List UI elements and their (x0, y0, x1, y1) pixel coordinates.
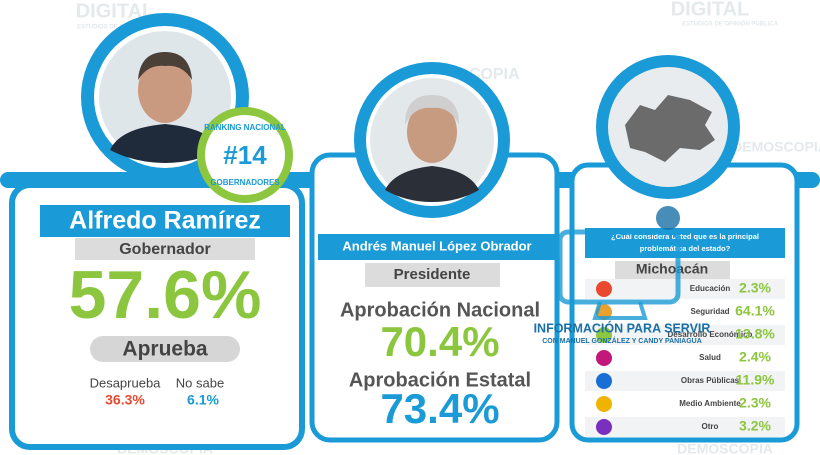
badge-text: RANKING NACIONAL (204, 123, 286, 132)
state-name: Michoacán (636, 261, 708, 277)
overlay-monitor (592, 301, 648, 320)
badge-text: GOBERNADORES (210, 178, 280, 187)
row-icon (596, 373, 612, 389)
governor-name: Alfredo Ramírez (69, 207, 261, 235)
overlay-mic (656, 206, 680, 230)
row-label: Educación (690, 284, 731, 293)
row-label: Obras Públicas (681, 376, 740, 385)
row-value: 3.2% (739, 418, 771, 434)
watermark: DIGITAL (671, 0, 750, 20)
row-bg (585, 325, 785, 345)
row-label: Medio Ambiente (679, 399, 741, 408)
unknown-label: No sabe (176, 375, 224, 390)
president-role: Presidente (394, 266, 471, 283)
overlay-title: INFORMACIÓN PARA SERVIR (534, 320, 711, 335)
row-icon (596, 419, 612, 435)
row-label: Salud (699, 353, 721, 362)
question: problemática del estado? (640, 244, 731, 253)
watermark: ESTUDIOS DE OPINIÓN PÚBLICA (682, 20, 779, 28)
overlay-monitor (557, 229, 681, 305)
disapprove-label: Desaprueba (90, 375, 162, 390)
approval: 57.6% (69, 257, 262, 333)
national-label: Aprobación Nacional (340, 299, 540, 321)
row-icon (596, 281, 612, 297)
state: 73.4% (380, 385, 499, 432)
state-label: Aprobación Estatal (349, 369, 531, 391)
name-banner (40, 205, 290, 237)
row-value: 2.4% (739, 349, 771, 365)
watermark: DIGITAL (76, 0, 155, 22)
row-value: 64.1% (735, 303, 775, 319)
row-value: 2.3% (739, 395, 771, 411)
row-label: Desarrollo Económico (668, 330, 753, 339)
watermark: DEMOSCOPIA (677, 441, 773, 455)
map (625, 95, 715, 162)
question: ¿Cuál considera usted que es la principa… (611, 232, 759, 241)
row-icon (596, 396, 612, 412)
row-icon (596, 327, 612, 343)
national: 70.4% (380, 318, 499, 365)
overlay-subtitle: CON MANUEL GONZÁLEZ Y CANDY PANIAGUA (542, 336, 702, 345)
survey-rows: Educación 2.3% Seguridad 64.1% Desarrollo Ec… (585, 279, 785, 437)
photo (138, 57, 192, 123)
governor-role: Gobernador (119, 241, 211, 258)
approval-label: Aprueba (122, 338, 208, 361)
row-value: 13.8% (735, 326, 775, 342)
row-label: Seguridad (690, 307, 729, 316)
watermark: DEMOSCOPIA (732, 139, 820, 155)
row-bg (585, 279, 785, 299)
photo (405, 95, 459, 125)
row-label: Otro (702, 422, 719, 431)
name-banner (318, 234, 556, 260)
photo (407, 101, 457, 163)
badge-rank: #14 (223, 140, 267, 170)
president-name: Andrés Manuel López Obrador (342, 238, 531, 253)
photo (138, 52, 192, 80)
unknown: 6.1% (187, 392, 219, 408)
photo (110, 124, 220, 163)
row-bg (585, 417, 785, 437)
row-icon (596, 350, 612, 366)
photo (385, 166, 479, 202)
badge (197, 107, 293, 203)
approval-pill (90, 336, 240, 362)
row-value: 2.3% (739, 280, 771, 296)
disapprove: 36.3% (105, 392, 145, 408)
state-banner (615, 261, 730, 279)
row-bg (585, 371, 785, 391)
role-banner (365, 263, 500, 287)
role-banner (75, 238, 255, 260)
row-value: 11.9% (736, 372, 775, 388)
